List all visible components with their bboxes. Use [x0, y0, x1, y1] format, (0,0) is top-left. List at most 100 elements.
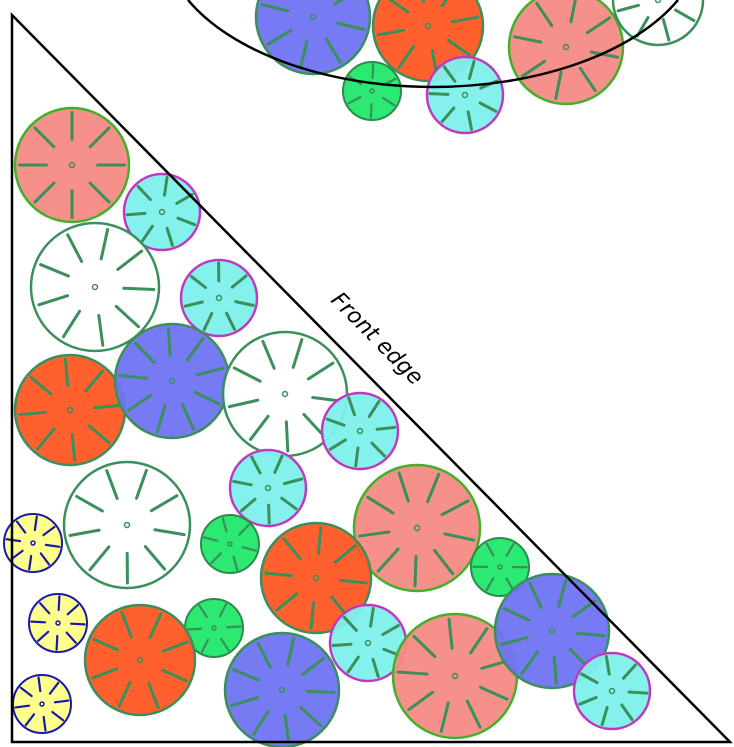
gear-body	[179, 258, 259, 338]
gear-spoke	[396, 670, 429, 676]
gear-spoke	[620, 703, 634, 722]
gear-spoke	[266, 28, 293, 46]
gear-spoke	[99, 227, 110, 261]
gear-layer	[3, 0, 705, 747]
gear-spoke	[342, 615, 358, 632]
gear-spoke	[440, 106, 456, 123]
gear-hub	[158, 208, 166, 216]
orange-gear	[259, 521, 373, 635]
gear-spoke	[333, 0, 344, 6]
gear-spoke	[309, 601, 316, 630]
gear-spoke	[256, 641, 272, 669]
gear-hub	[168, 377, 176, 385]
blue-gear	[223, 631, 341, 747]
gear-hub	[123, 521, 131, 529]
gear-spoke	[176, 216, 197, 227]
gear-spoke	[161, 640, 189, 653]
gear-spoke	[465, 699, 482, 729]
gear-spoke	[485, 577, 495, 592]
gear-hub	[66, 406, 74, 414]
gear-body	[352, 463, 482, 593]
gear-spoke	[369, 102, 373, 119]
gear-spoke	[230, 696, 259, 708]
gear-spoke	[39, 602, 51, 615]
gear-hub	[55, 620, 61, 626]
gear-body	[259, 521, 373, 635]
gear-spoke	[557, 578, 568, 608]
gear-spoke	[232, 366, 262, 383]
gear-spoke	[227, 398, 260, 409]
orange-gear	[83, 603, 197, 717]
gear-spoke	[267, 503, 271, 525]
gear-spoke	[117, 681, 132, 708]
gear-hub	[91, 283, 99, 291]
gear-hub	[281, 390, 289, 398]
gear-spoke	[426, 472, 441, 504]
green-gear	[200, 514, 260, 574]
gear-spoke	[249, 414, 270, 441]
gear-spoke	[324, 37, 342, 64]
gear-spoke	[528, 581, 543, 610]
gear-hub	[312, 574, 320, 582]
gear-spoke	[239, 497, 257, 513]
gear-spoke	[91, 667, 119, 680]
gear-spoke	[193, 390, 221, 406]
gear-spoke	[36, 427, 56, 451]
gear-spoke	[37, 630, 50, 642]
gear-spoke	[93, 403, 122, 410]
gear-spoke	[200, 638, 210, 653]
gear-spoke	[388, 0, 410, 14]
gear-spoke	[674, 8, 696, 23]
gear-spoke	[600, 705, 609, 727]
gear-spoke	[70, 433, 77, 462]
gear-hub	[548, 627, 556, 635]
gear-spoke	[499, 636, 529, 646]
gear-spoke	[87, 424, 111, 444]
gear-spoke	[18, 410, 47, 417]
yellow-gear	[28, 593, 88, 653]
gear-spoke	[535, 1, 554, 28]
gear-spoke	[232, 479, 253, 487]
gear-body	[13, 353, 127, 467]
gear-body	[12, 674, 72, 734]
gear-spoke	[84, 369, 104, 393]
gear-spoke	[66, 604, 79, 616]
gear-spoke	[354, 446, 360, 468]
gear-body	[507, 0, 625, 106]
gear-hub	[413, 524, 421, 532]
gear-spoke	[439, 701, 450, 733]
gear-spoke	[180, 402, 195, 431]
gear-spoke	[195, 366, 225, 377]
gear-spoke	[505, 577, 515, 592]
gear-spoke	[51, 710, 65, 722]
gear-spoke	[198, 604, 208, 619]
gear-hub	[264, 484, 272, 492]
gear-spoke	[33, 515, 38, 532]
gear-spoke	[120, 611, 133, 639]
gear-hub	[356, 427, 364, 435]
gear-spoke	[37, 294, 70, 307]
gear-spoke	[661, 18, 671, 42]
gear-spoke	[210, 552, 222, 565]
gear-spoke	[252, 710, 270, 736]
gear-body	[320, 391, 400, 471]
gear-spoke	[552, 655, 558, 685]
gear-spoke	[447, 617, 454, 650]
gear-spoke	[478, 685, 509, 701]
gear-hub	[562, 43, 570, 51]
gear-spoke	[161, 668, 188, 683]
gear-spoke	[149, 494, 179, 513]
gear-spoke	[165, 226, 174, 247]
triangle-outline	[10, 11, 733, 744]
gear-spoke	[185, 337, 205, 362]
white-gear	[611, 0, 705, 47]
gear-spoke	[162, 175, 169, 197]
gear-body	[470, 537, 530, 597]
gear-spoke	[55, 634, 59, 651]
gear-spoke	[48, 681, 60, 695]
gear-hub	[278, 686, 286, 694]
gear-hub	[364, 639, 372, 647]
gear-body	[29, 221, 161, 353]
gear-spoke	[122, 286, 156, 291]
